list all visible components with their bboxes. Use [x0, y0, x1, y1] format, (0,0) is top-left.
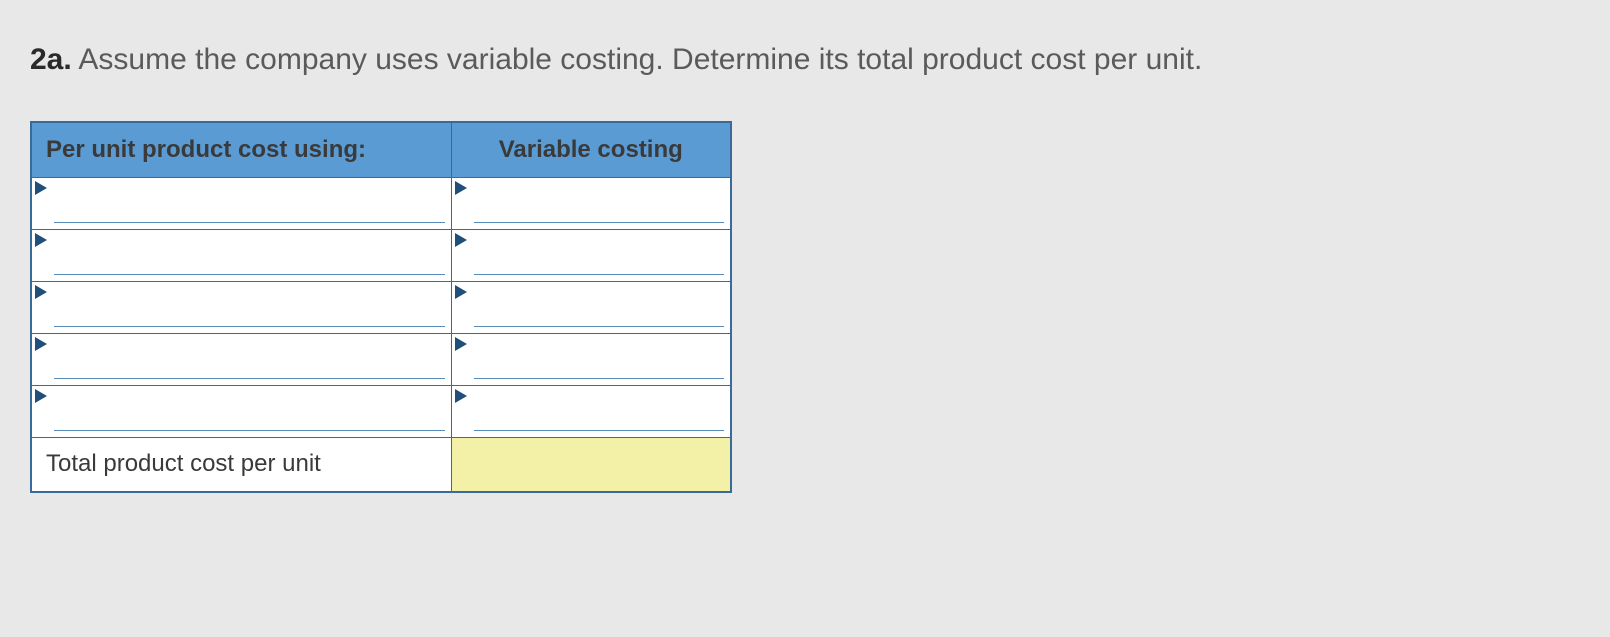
cost-value-input[interactable]	[451, 386, 731, 438]
costing-table: Per unit product cost using: Variable co…	[30, 121, 732, 493]
question-number: 2a.	[30, 43, 72, 76]
cost-value-input[interactable]	[451, 178, 731, 230]
cost-value-input[interactable]	[451, 334, 731, 386]
table-row	[31, 334, 731, 386]
cost-label-dropdown[interactable]	[31, 230, 451, 282]
table-row	[31, 386, 731, 438]
table-header-right: Variable costing	[451, 122, 731, 178]
cost-label-dropdown[interactable]	[31, 282, 451, 334]
table-row	[31, 178, 731, 230]
cost-label-dropdown[interactable]	[31, 334, 451, 386]
cost-value-input[interactable]	[451, 230, 731, 282]
table-header-left: Per unit product cost using:	[31, 122, 451, 178]
table-body: Total product cost per unit	[31, 178, 731, 492]
table-total-row: Total product cost per unit	[31, 438, 731, 492]
question-prompt: 2a. Assume the company uses variable cos…	[30, 40, 1580, 81]
cost-label-dropdown[interactable]	[31, 178, 451, 230]
table-row	[31, 282, 731, 334]
total-value-cell	[451, 438, 731, 492]
cost-label-dropdown[interactable]	[31, 386, 451, 438]
table-row	[31, 230, 731, 282]
question-text: Assume the company uses variable costing…	[78, 43, 1202, 76]
total-label: Total product cost per unit	[31, 438, 451, 492]
cost-value-input[interactable]	[451, 282, 731, 334]
